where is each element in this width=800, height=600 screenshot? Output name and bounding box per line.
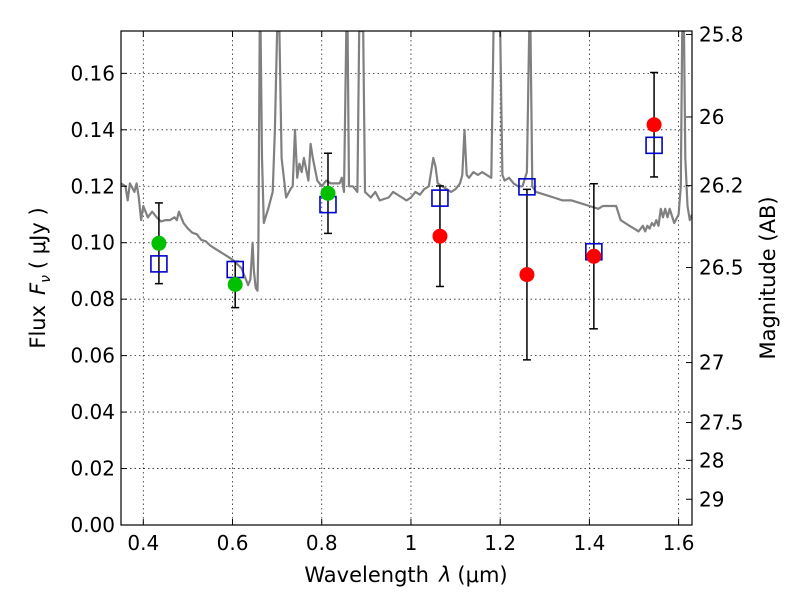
sed-layer — [121, 31, 692, 292]
tick-labels: 0.4 0.6 0.8 1 1.2 1.4 1.6 0.00 0.02 0.04 0.06 0.08 0… — [70, 22, 743, 555]
y2-tick-label: 26.2 — [699, 174, 744, 198]
model-photometry-square — [518, 178, 536, 196]
model-photometry-square — [150, 255, 168, 273]
x-tick-label: 1 — [405, 531, 418, 555]
y2-tick-label: 29 — [699, 487, 724, 511]
x-tick-label: 1.4 — [573, 531, 605, 555]
y-tick-label: 0.08 — [70, 287, 115, 311]
x-axis-label-prefix: Wavelength — [304, 563, 429, 587]
y-tick-label: 0.02 — [70, 457, 115, 481]
x-axis-label-unit: (μm) — [457, 563, 507, 587]
sed-model-line — [121, 31, 692, 292]
y2-tick-label: 27 — [699, 351, 724, 375]
observed-point — [646, 117, 662, 133]
x-axis-label-symbol: λ — [438, 563, 451, 587]
y-tick-label: 0.06 — [70, 344, 115, 368]
y2-tick-label: 25.8 — [699, 22, 744, 46]
plot-frame — [120, 30, 693, 526]
y-tick-label: 0.00 — [70, 513, 115, 537]
y-tick-label: 0.10 — [70, 231, 115, 255]
x-tick-label: 1.2 — [484, 531, 516, 555]
plot-area — [121, 31, 692, 361]
y-axis-label-symbol: F — [26, 282, 50, 295]
y-tick-label: 0.04 — [70, 400, 115, 424]
y-tick-label: 0.14 — [70, 118, 115, 142]
y2-axis-label: Magnitude (AB) — [756, 196, 780, 359]
y2-tick-label: 26 — [699, 105, 724, 129]
y-axis-label: Flux Fν ( μJy ) — [26, 207, 54, 348]
y2-tick-label: 27.5 — [699, 411, 744, 435]
observed-point — [586, 248, 602, 264]
y-axis-label-prefix: Flux — [26, 305, 50, 349]
x-tick-label: 0.4 — [127, 531, 159, 555]
x-axis-label: Wavelength λ (μm) — [304, 563, 507, 587]
observed-point — [227, 276, 243, 292]
y-tick-label: 0.16 — [70, 61, 115, 85]
y2-tick-label: 26.5 — [699, 256, 744, 280]
model-photometry-square — [645, 136, 663, 155]
observed-point — [320, 185, 336, 201]
observed-point — [432, 228, 448, 244]
y-axis-label-subscript: ν — [38, 275, 54, 283]
observed-point — [151, 235, 167, 251]
observed-points-layer — [151, 117, 662, 292]
model-photometry-square — [431, 189, 449, 207]
observed-point — [519, 267, 535, 283]
y-tick-label: 0.12 — [70, 174, 115, 198]
y2-tick-label: 28 — [699, 448, 724, 472]
x-tick-label: 0.8 — [306, 531, 338, 555]
x-tick-label: 0.6 — [217, 531, 249, 555]
ticks — [121, 31, 692, 526]
y-axis-label-unit: ( μJy ) — [26, 207, 50, 269]
model-photometry-layer — [150, 136, 663, 279]
x-tick-label: 1.6 — [663, 531, 695, 555]
